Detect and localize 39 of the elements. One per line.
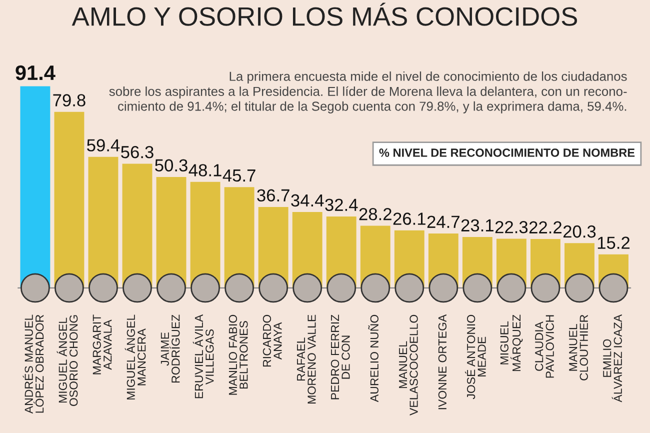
- data-label: 36.7: [257, 189, 290, 202]
- data-label: 32.4: [325, 198, 358, 212]
- x-tick-label: IVONNE ORTEGA: [438, 314, 447, 410]
- data-label: 56.3: [121, 146, 154, 158]
- x-tick-label: ANDRÉS MANUEL LÓPEZ OBRADOR: [22, 314, 44, 414]
- x-tick-label: JAIME RODRÍGUEZ: [160, 314, 180, 383]
- x-tick-label: RAFAEL MORENO VALLE: [297, 314, 316, 404]
- data-label: 24.7: [427, 216, 460, 228]
- x-tick-label: MANUEL VELASCOCOELLO: [399, 314, 418, 416]
- data-label: 34.4: [291, 194, 324, 207]
- chart-title: AMLO Y OSORIO LOS MÁS CONOCIDOS: [72, 2, 577, 26]
- data-label: 22.3: [495, 221, 528, 234]
- data-label: 91.4: [16, 65, 56, 80]
- x-tick-label: MANLIO FABIO BELTRONES: [228, 314, 248, 395]
- x-tick-label: AURELIO NUÑO: [368, 314, 378, 402]
- data-label: 23.1: [461, 219, 494, 232]
- data-label: 50.3: [155, 159, 188, 172]
- x-tick-label: MIGUEL ÁNGEL MANCERA: [124, 314, 146, 400]
- annotation: % NIVEL DE RECONOCIMIENTO DE NOMBRE: [379, 148, 635, 157]
- x-tick-label: RICARDO ANAYA: [262, 314, 282, 367]
- x-tick-label: MIGUEL ÁNGEL OSORIO CHONG: [56, 315, 78, 406]
- data-label: 22.2: [529, 221, 562, 234]
- data-label: 59.4: [87, 139, 120, 152]
- data-label: 28.2: [359, 208, 392, 220]
- x-tick-label: EMILIO ÁLVAREZ ICAZA: [603, 314, 622, 402]
- data-label: 48.1: [188, 164, 222, 176]
- data-label: 26.1: [393, 212, 426, 225]
- x-tick-label: CLAUDIA PAVLOVICH: [535, 315, 554, 378]
- x-tick-label: PEDRO FERRIZ DE CON: [330, 314, 350, 400]
- x-tick-label: MANUEL CLOUTHIER: [569, 314, 588, 380]
- chart-subtitle: La primera encuesta mide el nivel de conocimiento de los ciudadanos sobre los aspirantes a la Presidencia. El líder de Morena lleva la delantera, con un recono- cimiento de 91.4%; el titular de la Segob cuenta con 79.8%, y la exprimera dama, 59.4%.: [109, 71, 627, 114]
- data-label: 15.2: [598, 236, 630, 249]
- data-label: 20.3: [563, 225, 596, 238]
- x-tick-label: ERUVIEL ÁVILA VILLEGAS: [192, 314, 214, 398]
- data-label: 79.8: [53, 94, 86, 106]
- x-tick-label: MIGUEL MÁRQUEZ: [500, 314, 523, 372]
- x-tick-label: MARGARIT AZAVALA: [92, 314, 112, 374]
- data-label: 45.7: [222, 170, 256, 182]
- x-tick-label: JOSÉ ANTONIO MEADE: [465, 314, 486, 400]
